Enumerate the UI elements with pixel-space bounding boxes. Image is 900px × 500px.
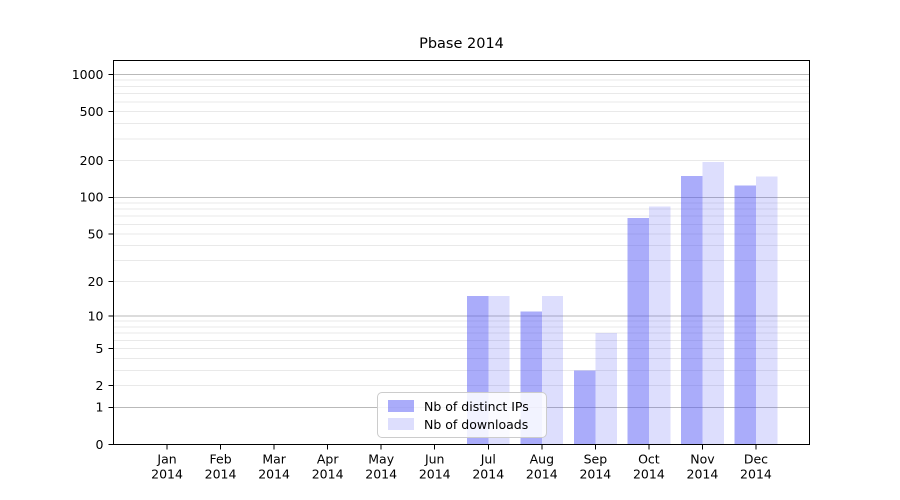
y-tick-label: 0: [96, 437, 104, 452]
x-tick-label-month: Apr: [317, 452, 339, 467]
y-tick-label: 2: [96, 378, 104, 393]
bar-distinct-ips: [681, 175, 703, 445]
x-tick-label-year: 2014: [526, 467, 558, 482]
x-tick-label-year: 2014: [472, 467, 504, 482]
x-tick-label-month: Oct: [638, 452, 660, 467]
x-tick-label-year: 2014: [687, 467, 719, 482]
x-tick-label-year: 2014: [579, 467, 611, 482]
bar-distinct-ips: [734, 185, 756, 445]
bar-downloads: [702, 161, 724, 445]
legend: Nb of distinct IPs Nb of downloads: [377, 392, 547, 438]
y-tick-label: 1000: [72, 67, 104, 82]
legend-swatch-distinct-ips: [388, 400, 414, 412]
plot-border: [113, 60, 810, 445]
bar-downloads: [755, 176, 778, 445]
x-tick-label-month: Jul: [480, 452, 496, 467]
chart-title: Pbase 2014: [419, 36, 504, 52]
y-tick-label: 50: [88, 226, 104, 241]
legend-swatch-downloads: [388, 418, 414, 430]
x-tick-label-year: 2014: [633, 467, 665, 482]
y-tick-label: 10: [88, 308, 104, 323]
legend-item-downloads: Nb of downloads: [386, 417, 538, 432]
x-tick-label-year: 2014: [740, 467, 772, 482]
y-tick-label: 5: [96, 341, 104, 356]
x-tick-label-month: Jan: [156, 452, 176, 467]
y-tick-label: 500: [80, 104, 104, 119]
bar-downloads: [541, 296, 564, 445]
x-tick-label-month: Nov: [690, 452, 715, 467]
x-tick-label-month: Dec: [744, 452, 768, 467]
bar-distinct-ips: [573, 370, 596, 445]
legend-item-distinct-ips: Nb of distinct IPs: [386, 399, 538, 414]
x-tick-label-month: Mar: [262, 452, 286, 467]
x-tick-label-year: 2014: [365, 467, 397, 482]
y-tick-label: 200: [80, 153, 104, 168]
x-tick-label-month: Jun: [424, 452, 445, 467]
legend-label-downloads: Nb of downloads: [424, 416, 529, 432]
bar-downloads: [648, 206, 671, 445]
y-tick-label: 1: [96, 400, 104, 415]
legend-label-distinct-ips: Nb of distinct IPs: [424, 398, 529, 414]
x-tick-label-year: 2014: [205, 467, 237, 482]
x-tick-label-month: Aug: [530, 452, 554, 467]
x-tick-label-year: 2014: [151, 467, 183, 482]
x-tick-label-year: 2014: [258, 467, 290, 482]
x-tick-label-month: May: [368, 452, 394, 467]
x-tick-label-year: 2014: [419, 467, 451, 482]
y-tick-label: 100: [80, 190, 104, 205]
bar-distinct-ips: [627, 217, 649, 445]
x-tick-label-month: Feb: [210, 452, 232, 467]
y-tick-label: 20: [88, 274, 104, 289]
bar-downloads: [595, 333, 617, 445]
x-tick-label-year: 2014: [312, 467, 344, 482]
x-tick-label-month: Sep: [584, 452, 608, 467]
